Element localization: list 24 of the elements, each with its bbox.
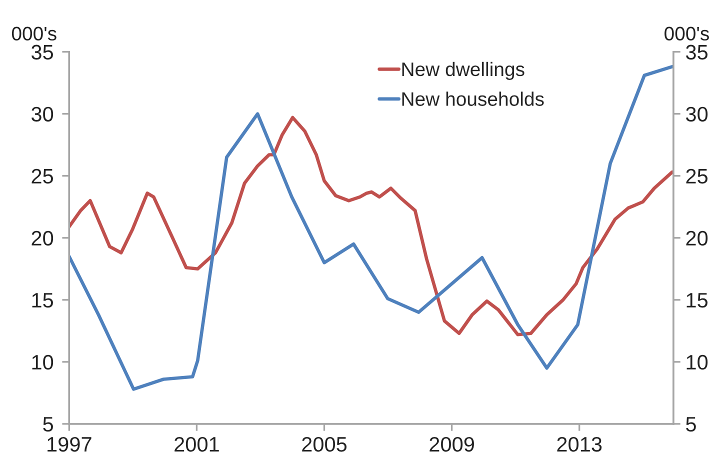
y2-tick-label: 5 [686,417,696,432]
line-series [69,116,674,336]
x-tick-label: 1997 [48,436,92,452]
y2-tick-label: 15 [686,293,708,308]
y2-tick-label: 10 [686,354,708,370]
x-tick-label: 2005 [302,436,347,452]
y-tick-label: 35 [32,44,54,60]
y-tick-label: 10 [32,354,54,370]
y-axis-title: 000's [12,26,56,41]
y-tick-label: 15 [32,293,54,308]
x-tick-label: 2001 [174,436,219,452]
y-tick-label: 25 [32,168,54,184]
y2-tick-label: 25 [686,168,708,184]
legend-label: New households [402,92,544,106]
legend-label: New dwellings [402,62,524,80]
y-tick-label: 20 [32,230,54,246]
y-tick-label: 5 [43,417,54,432]
y2-tick-label: 20 [686,230,708,246]
y2-tick-label: 30 [686,106,708,122]
y-tick-label: 30 [32,106,54,122]
x-tick-label: 2009 [430,436,474,452]
x-tick-label: 2013 [557,436,602,452]
y2-axis-title: 000's [664,26,709,41]
y2-tick-label: 35 [686,44,708,60]
